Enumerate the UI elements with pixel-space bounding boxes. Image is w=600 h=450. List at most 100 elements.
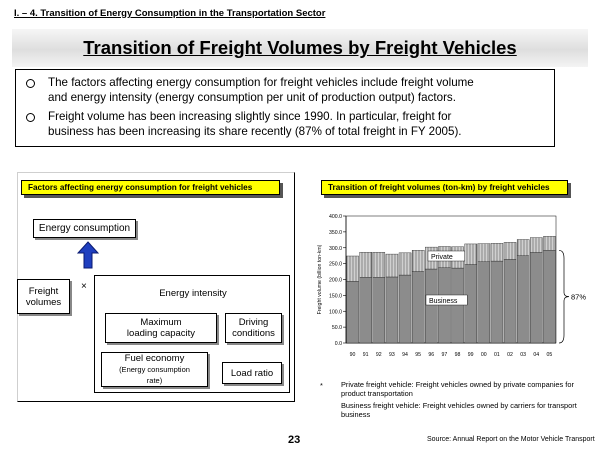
x-tick-label: 90 [350,352,356,358]
bullet-line: Freight volume has been increasing sligh… [48,110,452,123]
driving-line: Driving [238,317,269,328]
multiply-sign: × [81,281,87,292]
bar-business [425,268,438,344]
freight-volumes-box: Freight volumes [17,279,70,314]
chart-panel-header: Transition of freight volumes (ton-km) b… [321,180,568,195]
bullet-item: Freight volume has been increasing sligh… [26,110,546,139]
y-tick-label: 400.0 [329,214,342,220]
y-tick-label: 50.0 [332,325,342,331]
x-tick-label: 94 [402,352,408,358]
bar-private [543,236,556,251]
series-label-business: Business [429,298,458,305]
bar-private [411,250,425,272]
note-business: Business freight vehicle: Freight vehicl… [341,401,577,419]
driving-conditions-box: Driving conditions [225,313,282,343]
bar-private [346,255,359,282]
bullet-line: The factors affecting energy consumption… [48,76,474,89]
section-header: I. – 4. Transition of Energy Consumption… [14,8,326,19]
bar-private [385,253,399,278]
bar-private [490,243,504,262]
bullet-item: The factors affecting energy consumption… [26,76,546,105]
bar-business [543,250,556,344]
fuel-economy-box: Fuel economy (Energy consumption rate) [101,352,208,387]
y-tick-label: 150.0 [329,293,342,299]
x-tick-label: 99 [468,352,474,358]
bar-business [503,259,517,344]
fuel-economy-line: rate) [146,376,163,385]
bar-private [372,251,386,278]
main-title: Transition of Freight Volumes by Freight… [83,37,517,58]
driving-line: conditions [232,328,275,339]
note-private: Private freight vehicle: Freight vehicle… [341,380,574,398]
bullet-circle-icon [26,79,35,88]
bullet-line: and energy intensity (energy consumption… [48,90,456,104]
x-tick-label: 03 [520,352,526,358]
x-tick-label: 00 [481,352,487,358]
bar-business [490,260,504,344]
x-tick-label: 91 [363,352,369,358]
y-tick-label: 300.0 [329,246,342,252]
note-star: * [320,381,323,390]
arrow-up-icon [77,241,99,269]
x-tick-label: 04 [533,352,539,358]
bar-business [385,276,399,344]
note-business-line: Business freight vehicle: Freight vehicl… [341,401,577,410]
series-label-private-box [427,250,465,262]
summary-box: The factors affecting energy consumption… [15,69,555,147]
x-tick-label: 05 [547,352,553,358]
bar-business [359,277,372,344]
bar-private [503,242,517,260]
x-tick-label: 01 [494,352,500,358]
y-tick-label: 0.0 [335,341,342,347]
y-tick-label: 250.0 [329,262,342,268]
bar-private [477,243,491,262]
x-tick-label: 92 [376,352,382,358]
factors-panel-header: Factors affecting energy consumption for… [21,180,280,195]
series-label-private: Private [431,254,453,261]
bar-business [530,252,543,344]
energy-consumption-box: Energy consumption [33,219,136,238]
x-tick-label: 02 [507,352,513,358]
x-tick-label: 93 [389,352,395,358]
y-axis-label: Freight volume (billion ton-km) [317,244,323,314]
bar-business [398,274,412,344]
bullet-circle-icon [26,113,35,122]
source-note: Source: Annual Report on the Motor Vehic… [427,436,595,443]
fuel-economy-line: Fuel economy [124,353,185,364]
title-band [12,29,588,67]
note-private-line: Private freight vehicle: Freight vehicle… [341,380,574,389]
bar-business [516,255,530,344]
note-private-line: product transportation [341,389,413,398]
freight-chart: 0.0 50.0 100.0 150.0 200.0 250.0 300.0 350.0 400… [313,172,590,362]
bar-business [411,271,425,344]
x-tick-label: 97 [442,352,448,358]
bar-business [451,267,464,344]
bar-business [346,281,359,344]
max-loading-line: Maximum [140,317,182,328]
y-tick-label: 200.0 [329,278,342,284]
y-tick-label: 100.0 [329,309,342,315]
fuel-economy-line: (Energy consumption [119,365,190,374]
freight-volumes-line: volumes [25,296,62,308]
x-tick-label: 98 [455,352,461,358]
bar-private [359,251,372,278]
note-business-line: business [341,410,371,419]
bar-business [477,261,491,344]
bar-business [372,277,386,344]
max-loading-line: loading capacity [126,328,196,339]
x-tick-label: 95 [415,352,421,358]
page-number: 23 [288,434,301,446]
series-label-business-box [425,294,468,306]
max-loading-capacity-box: Maximum loading capacity [105,313,217,343]
plot-frame [345,215,557,344]
bar-private [398,252,412,276]
load-ratio-box: Load ratio [222,362,282,384]
bullet-line: business has been increasing its share r… [48,124,462,138]
annotation-label: 87% [571,293,586,302]
bar-private [464,243,477,265]
freight-volumes-line: Freight [28,285,59,297]
bar-business [438,267,451,344]
bar-private [530,237,543,253]
x-tick-label: 96 [428,352,434,358]
energy-intensity-label: Energy intensity [159,288,227,299]
